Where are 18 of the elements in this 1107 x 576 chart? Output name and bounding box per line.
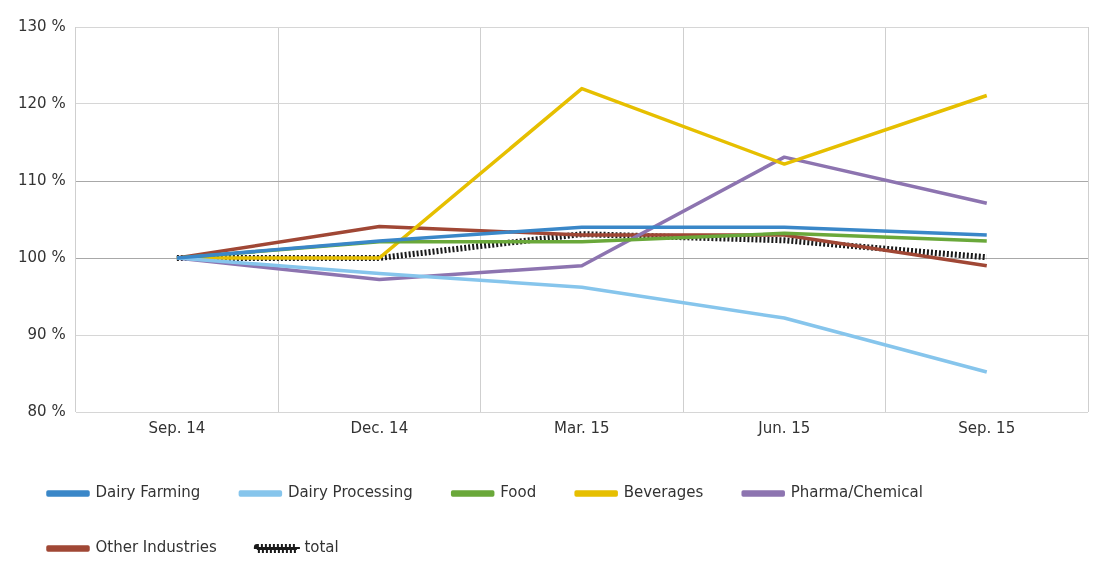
y-tick-label: 110 %	[18, 170, 66, 189]
y-tick-label: 130 %	[18, 16, 66, 35]
legend-label: Dairy Farming	[95, 483, 201, 502]
x-tick-label: Dec. 14	[350, 418, 409, 437]
y-tick-label: 120 %	[18, 93, 66, 112]
legend-label: Pharma/Chemical	[790, 483, 923, 502]
x-tick-label: Jun. 15	[757, 418, 811, 437]
x-tick-label: Sep. 15	[958, 418, 1016, 437]
legend-label: Other Industries	[95, 538, 218, 557]
x-tick-label: Mar. 15	[554, 418, 610, 437]
x-tick-label: Sep. 14	[148, 418, 206, 437]
legend-label: total	[304, 538, 339, 557]
legend-label: Food	[500, 483, 537, 502]
y-tick-label: 100 %	[18, 247, 66, 266]
legend-label: Dairy Processing	[287, 483, 413, 502]
legend-label: Beverages	[623, 483, 704, 502]
y-tick-label: 90 %	[27, 324, 66, 343]
y-tick-label: 80 %	[27, 401, 66, 420]
